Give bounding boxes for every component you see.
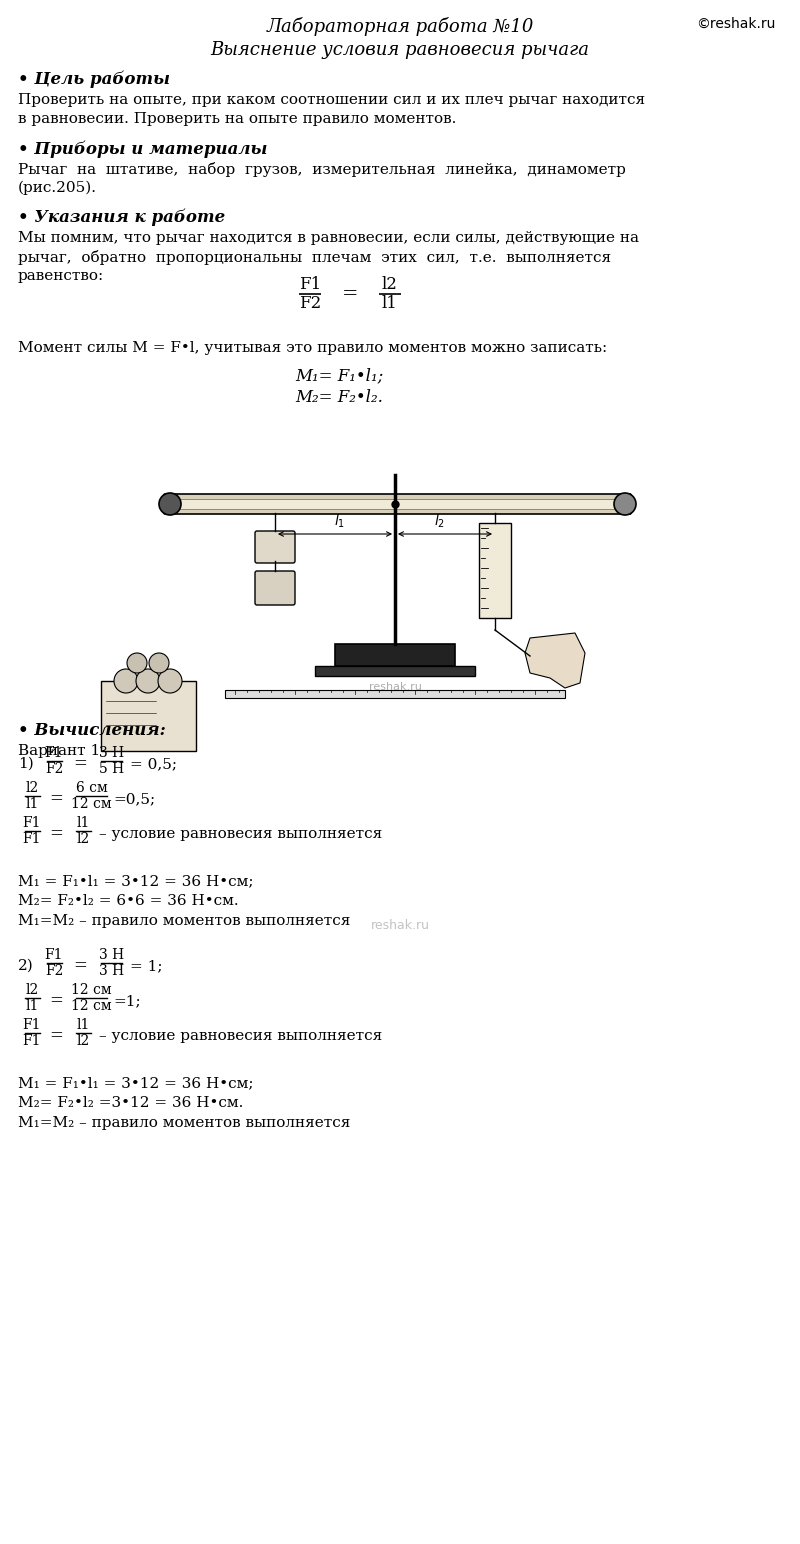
Text: =0,5;: =0,5; xyxy=(114,792,155,806)
Text: reshak.ru: reshak.ru xyxy=(369,682,422,692)
Text: F1: F1 xyxy=(45,746,63,760)
Text: M₂= F₂•l₂ =3•12 = 36 Н•см.: M₂= F₂•l₂ =3•12 = 36 Н•см. xyxy=(18,1096,243,1110)
Text: F2: F2 xyxy=(45,963,63,977)
Text: Рычаг  на  штативе,  набор  грузов,  измерительная  линейка,  динамометр: Рычаг на штативе, набор грузов, измерите… xyxy=(18,162,626,178)
Text: F1: F1 xyxy=(22,1034,42,1048)
Text: • Приборы и материалы: • Приборы и материалы xyxy=(18,141,267,157)
Text: = 0,5;: = 0,5; xyxy=(130,757,177,770)
Bar xyxy=(180,499,615,510)
Bar xyxy=(101,681,195,750)
Text: F1: F1 xyxy=(45,948,63,962)
Text: • Указания к работе: • Указания к работе xyxy=(18,208,226,227)
Text: l1: l1 xyxy=(77,1017,90,1031)
Text: Выяснение условия равновесия рычага: Выяснение условия равновесия рычага xyxy=(210,42,590,59)
Text: 6 см: 6 см xyxy=(76,781,107,795)
Text: F1: F1 xyxy=(22,1017,42,1031)
Text: 5 Н: 5 Н xyxy=(99,763,124,777)
Text: Мы помним, что рычаг находится в равновесии, если силы, действующие на: Мы помним, что рычаг находится в равнове… xyxy=(18,232,639,245)
Circle shape xyxy=(149,653,169,673)
Text: • Вычисления:: • Вычисления: xyxy=(18,723,166,740)
Text: Момент силы M = F•l, учитывая это правило моментов можно записать:: Момент силы M = F•l, учитывая это правил… xyxy=(18,341,607,355)
Text: 3 Н: 3 Н xyxy=(99,948,124,962)
Text: =: = xyxy=(342,286,358,303)
Text: l2: l2 xyxy=(26,984,38,997)
Text: 12 см: 12 см xyxy=(71,797,112,811)
Text: l1: l1 xyxy=(77,815,90,831)
Text: равенство:: равенство: xyxy=(18,269,104,283)
Text: 12 см: 12 см xyxy=(71,984,112,997)
Circle shape xyxy=(159,493,181,516)
FancyBboxPatch shape xyxy=(255,531,295,564)
Text: Вариант 1: Вариант 1 xyxy=(18,744,100,758)
Bar xyxy=(315,665,475,676)
Text: =: = xyxy=(50,826,63,843)
Circle shape xyxy=(114,669,138,693)
Text: • Цель работы: • Цель работы xyxy=(18,71,170,88)
Text: (рис.205).: (рис.205). xyxy=(18,181,97,196)
Circle shape xyxy=(614,493,636,516)
Text: =1;: =1; xyxy=(114,994,141,1008)
Circle shape xyxy=(136,669,160,693)
Bar xyxy=(479,523,511,618)
Text: 1): 1) xyxy=(18,757,34,770)
FancyBboxPatch shape xyxy=(255,571,295,605)
Bar xyxy=(225,690,565,698)
Text: = 1;: = 1; xyxy=(130,959,162,973)
Text: Проверить на опыте, при каком соотношении сил и их плеч рычаг находится: Проверить на опыте, при каком соотношени… xyxy=(18,93,645,107)
Text: F1: F1 xyxy=(299,276,321,293)
Text: ©reshak.ru: ©reshak.ru xyxy=(696,17,775,31)
Text: 3 Н: 3 Н xyxy=(99,963,124,977)
Polygon shape xyxy=(525,633,585,689)
Text: =: = xyxy=(50,791,63,808)
Text: l2: l2 xyxy=(77,832,90,846)
Text: =: = xyxy=(74,755,87,772)
Text: $l_2$: $l_2$ xyxy=(434,513,446,530)
Text: 3 Н: 3 Н xyxy=(99,746,124,760)
Bar xyxy=(335,644,455,665)
Text: 2): 2) xyxy=(18,959,34,973)
Text: reshak.ru: reshak.ru xyxy=(370,919,430,933)
Text: =: = xyxy=(50,993,63,1010)
Text: M₁= F₁•l₁;: M₁= F₁•l₁; xyxy=(295,367,383,384)
Text: в равновесии. Проверить на опыте правило моментов.: в равновесии. Проверить на опыте правило… xyxy=(18,113,456,127)
Text: =: = xyxy=(74,957,87,974)
Text: F1: F1 xyxy=(22,815,42,831)
Text: M₁=M₂ – правило моментов выполняется: M₁=M₂ – правило моментов выполняется xyxy=(18,1116,350,1130)
Text: – условие равновесия выполняется: – условие равновесия выполняется xyxy=(99,828,382,841)
Text: l2: l2 xyxy=(77,1034,90,1048)
Text: $l_1$: $l_1$ xyxy=(334,513,346,530)
Text: l1: l1 xyxy=(26,999,38,1013)
Circle shape xyxy=(158,669,182,693)
Text: – условие равновесия выполняется: – условие равновесия выполняется xyxy=(99,1028,382,1044)
Circle shape xyxy=(127,653,147,673)
Text: Лабораторная работа №10: Лабораторная работа №10 xyxy=(266,17,534,36)
Text: M₁ = F₁•l₁ = 3•12 = 36 Н•см;: M₁ = F₁•l₁ = 3•12 = 36 Н•см; xyxy=(18,1076,254,1090)
FancyBboxPatch shape xyxy=(164,494,631,514)
Text: F2: F2 xyxy=(45,763,63,777)
Text: l1: l1 xyxy=(26,797,38,811)
Text: M₂= F₂•l₂ = 6•6 = 36 Н•см.: M₂= F₂•l₂ = 6•6 = 36 Н•см. xyxy=(18,894,238,908)
Text: l2: l2 xyxy=(26,781,38,795)
Text: M₂= F₂•l₂.: M₂= F₂•l₂. xyxy=(295,389,383,406)
Text: F1: F1 xyxy=(22,832,42,846)
Text: M₁=M₂ – правило моментов выполняется: M₁=M₂ – правило моментов выполняется xyxy=(18,914,350,928)
Text: =: = xyxy=(50,1027,63,1044)
Text: 12 см: 12 см xyxy=(71,999,112,1013)
Text: l1: l1 xyxy=(382,295,398,312)
Text: l2: l2 xyxy=(382,276,398,293)
Text: M₁ = F₁•l₁ = 3•12 = 36 Н•см;: M₁ = F₁•l₁ = 3•12 = 36 Н•см; xyxy=(18,874,254,888)
Text: рычаг,  обратно  пропорциональны  плечам  этих  сил,  т.е.  выполняется: рычаг, обратно пропорциональны плечам эт… xyxy=(18,250,611,266)
Text: F2: F2 xyxy=(299,295,321,312)
